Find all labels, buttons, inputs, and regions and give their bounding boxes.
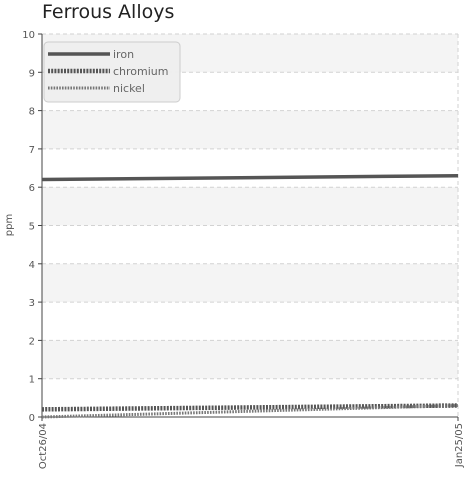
legend-label-nickel: nickel	[113, 82, 145, 95]
x-tick-label: Oct26/04	[38, 423, 49, 469]
series-line-nickel	[41, 404, 459, 419]
y-tick-label: 5	[29, 222, 35, 233]
series-lines	[41, 173, 459, 419]
y-tick-label: 1	[29, 375, 35, 386]
plot-bands	[42, 34, 458, 379]
y-tick-label: 10	[22, 30, 35, 41]
y-tick-label: 0	[29, 413, 35, 424]
y-tick-label: 7	[29, 145, 35, 156]
y-axis-title: ppm	[4, 214, 15, 236]
y-tick-label: 8	[29, 107, 35, 118]
series-line-iron	[41, 173, 459, 182]
legend-label-chromium: chromium	[113, 65, 169, 78]
legend: iron chromium nickel	[43, 41, 181, 103]
y-tick-label: 3	[29, 298, 35, 309]
x-tick-labels: Oct26/04 Jan25/05	[38, 417, 465, 469]
x-tick-label: Jan25/05	[454, 423, 465, 468]
series-line-chromium	[41, 403, 459, 412]
y-tick-label: 4	[29, 260, 35, 271]
legend-box	[43, 41, 181, 103]
plot-band	[42, 187, 458, 226]
chart-title: Ferrous Alloys	[42, 1, 175, 23]
plot-band	[42, 340, 458, 379]
y-tick-labels: 0 1 2 3 4 5 6 7 8 9 10	[22, 30, 42, 424]
y-tick-label: 2	[29, 336, 35, 347]
plot-band	[42, 110, 458, 149]
y-tick-label: 6	[29, 183, 35, 194]
plot-band	[42, 263, 458, 303]
legend-label-iron: iron	[113, 48, 134, 61]
y-tick-label: 9	[29, 68, 35, 79]
